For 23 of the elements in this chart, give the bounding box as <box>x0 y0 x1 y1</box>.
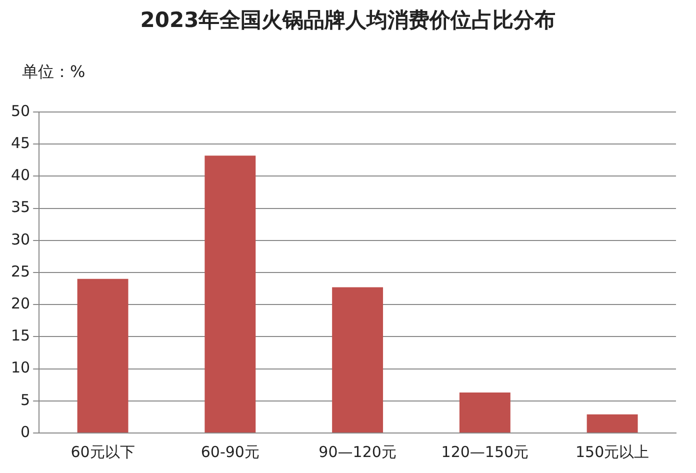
y-tick-label: 10 <box>10 358 30 377</box>
y-tick-label: 15 <box>10 326 30 345</box>
x-tick-label: 90—120元 <box>318 442 396 461</box>
bar <box>77 278 128 432</box>
y-tick-label: 40 <box>10 166 30 184</box>
y-axis-title: 单位：% <box>22 62 86 83</box>
x-tick-label: 60元以下 <box>70 442 135 461</box>
y-tick-label: 35 <box>10 198 30 216</box>
x-tick-label: 60-90元 <box>200 442 260 461</box>
y-tick-label: 0 <box>20 422 30 441</box>
y-tick-label: 50 <box>10 102 30 120</box>
y-tick-label: 45 <box>10 134 30 152</box>
chart-title: 2023年全国火锅品牌人均消费价位占比分布 <box>139 7 557 34</box>
y-tick-label: 25 <box>10 262 30 280</box>
y-tick-label: 5 <box>20 390 30 409</box>
bar <box>332 287 384 432</box>
bar <box>204 156 256 432</box>
bar <box>459 392 510 432</box>
x-tick-label: 120—150元 <box>441 442 529 461</box>
bar <box>586 414 638 432</box>
x-tick-label: 150元以上 <box>575 442 650 461</box>
y-tick-label: 30 <box>10 230 30 248</box>
y-tick-label: 20 <box>10 294 30 312</box>
